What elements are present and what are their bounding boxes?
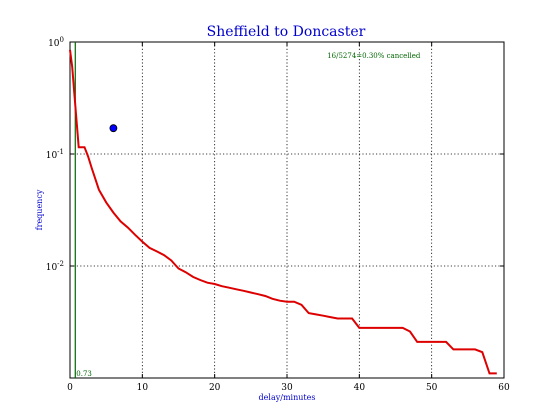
x-tick-label: 40 [354,383,366,393]
chart-title: Sheffield to Doncaster [207,24,366,40]
x-axis-label: delay/minutes [259,393,316,402]
y-axis-ticks: 100 10-1 10-2 [46,36,504,273]
x-tick-label: 50 [426,383,438,393]
x-tick-label: 30 [281,383,293,393]
data-point [109,124,118,133]
y-tick-label: 10-2 [46,260,64,273]
y-tick-label: 10-1 [46,148,64,161]
median-label: 0.73 [76,370,92,378]
cancellation-annotation: 16/5274=0.30% cancelled [327,52,421,60]
delay-frequency-line [69,49,497,375]
y-axis-label: frequency [35,189,44,230]
x-gridlines [141,42,433,378]
y-gridlines [70,153,504,267]
x-tick-label: 20 [209,383,221,393]
x-tick-label: 60 [498,383,510,393]
y-tick-label: 100 [48,36,64,49]
x-tick-label: 10 [137,383,149,393]
x-axis-ticks: 0 10 20 30 40 50 60 [67,42,510,393]
x-tick-label: 0 [67,383,73,393]
